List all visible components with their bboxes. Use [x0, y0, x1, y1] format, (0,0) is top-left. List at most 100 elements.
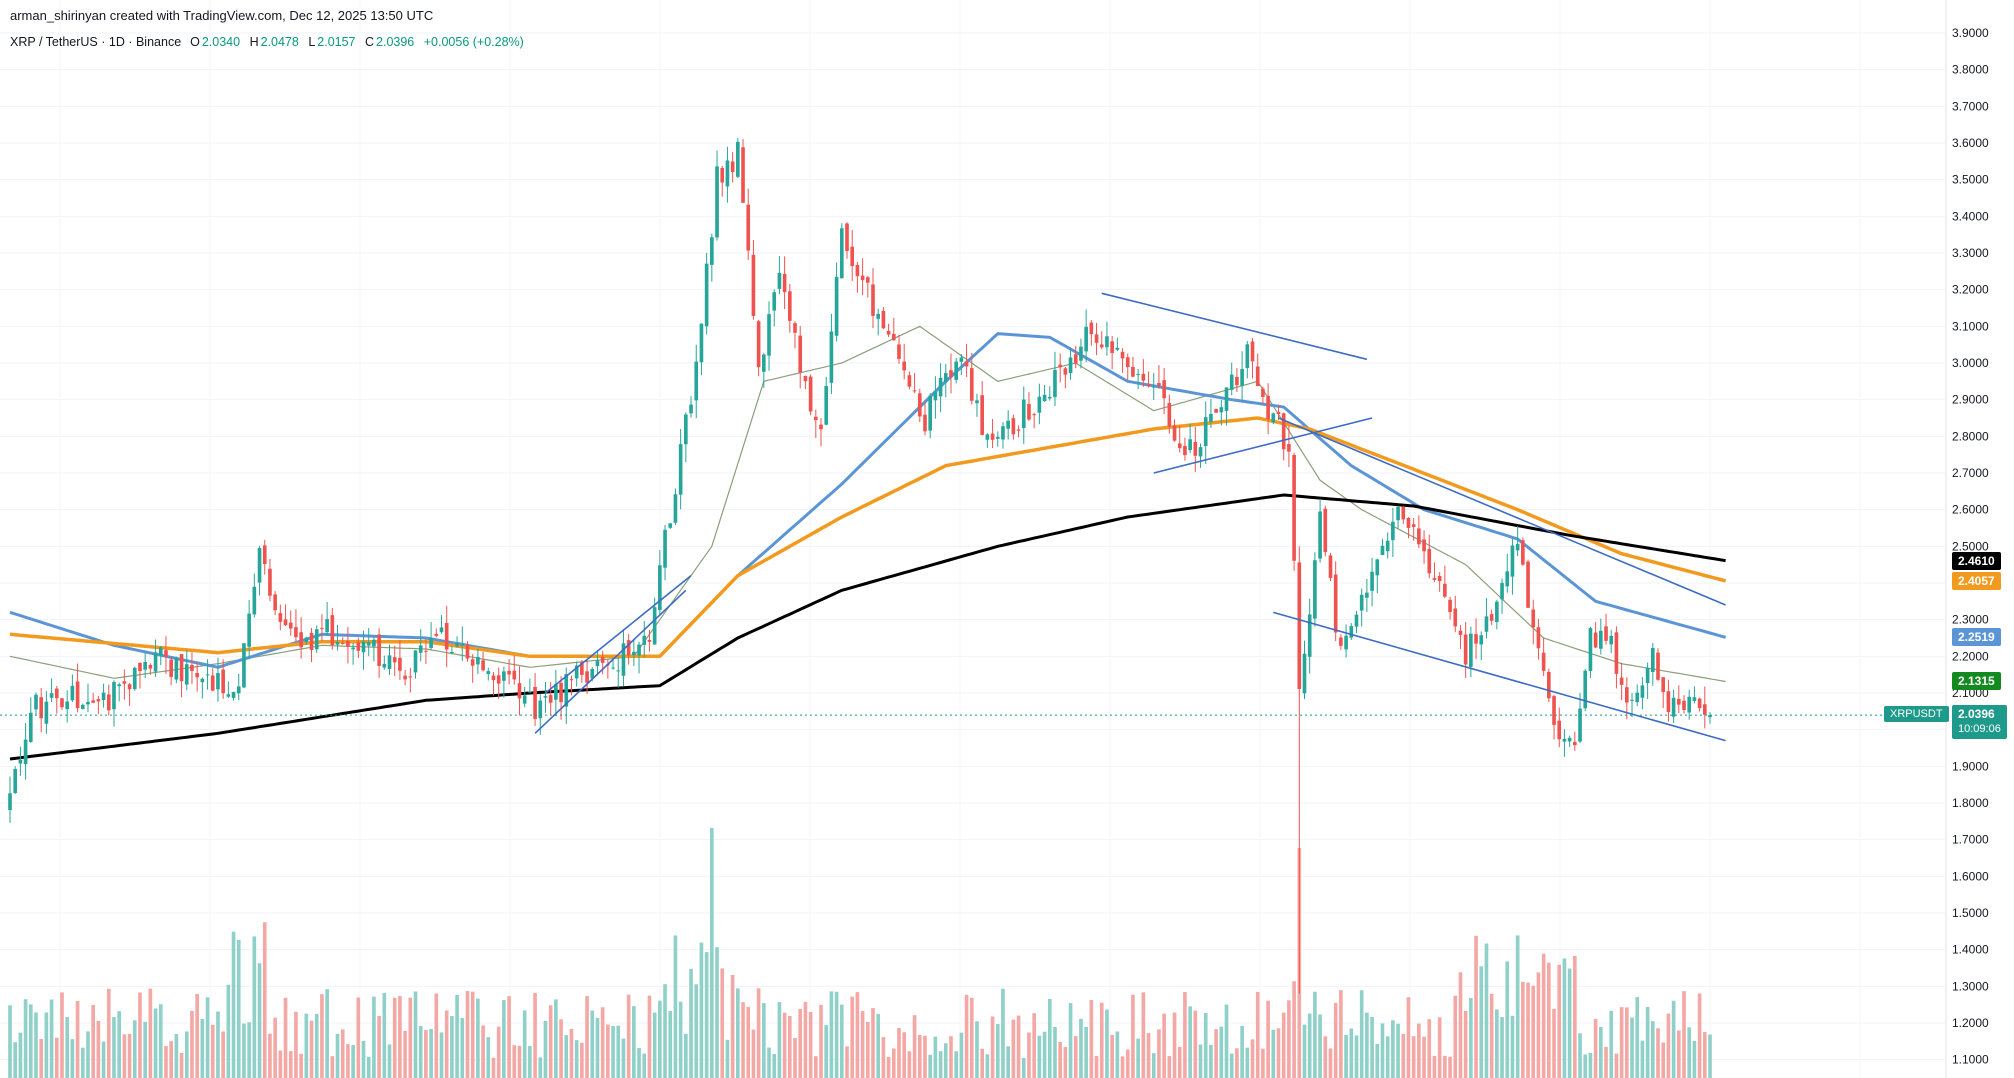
volume-bar	[1042, 1031, 1047, 1078]
volume-bar	[1479, 966, 1484, 1078]
candle-body	[1297, 562, 1302, 689]
candle-body	[444, 622, 449, 650]
candle-body	[1474, 634, 1478, 644]
symbol-label[interactable]: XRP / TetherUS · 1D · Binance	[10, 35, 182, 49]
volume-bar	[1120, 1056, 1125, 1078]
candle-body	[424, 650, 428, 652]
candle-body	[647, 639, 652, 642]
volume-bar	[782, 1012, 787, 1078]
candle-body	[611, 667, 615, 669]
candle-body	[1136, 374, 1140, 376]
volume-bar	[143, 1021, 147, 1078]
trendline[interactable]	[544, 575, 692, 694]
volume-bar	[60, 992, 64, 1078]
volume-bar	[1219, 1026, 1224, 1078]
candle-body	[1401, 506, 1406, 520]
candle-body	[980, 395, 984, 435]
volume-bar	[1687, 1027, 1692, 1078]
candle-body	[1016, 429, 1021, 431]
volume-bar	[762, 1003, 766, 1078]
volume-bar	[1531, 985, 1536, 1078]
candle-body	[580, 662, 584, 675]
candle-body	[252, 586, 257, 615]
volume-bar	[803, 1001, 808, 1078]
candle-body	[1141, 373, 1146, 381]
trendline[interactable]	[1273, 611, 1726, 742]
volume-bar	[1167, 1056, 1172, 1078]
volume-bar	[917, 1034, 922, 1078]
volume-bar	[1474, 935, 1478, 1078]
volume-bar	[907, 1051, 912, 1078]
volume-bar	[1541, 953, 1546, 1078]
volume-bar	[652, 1012, 657, 1078]
candle-body	[1292, 454, 1296, 561]
candle-body	[49, 693, 54, 698]
candle-body	[1250, 341, 1255, 362]
candle-body	[210, 675, 215, 691]
price-tick-label: 3.6000	[1952, 136, 1989, 150]
open-value: 2.0340	[201, 35, 241, 49]
candle-body	[132, 667, 137, 690]
volume-bar	[1084, 1026, 1088, 1078]
candle-body	[377, 634, 381, 666]
volume-bar	[886, 1056, 891, 1078]
volume-bar	[439, 1032, 444, 1078]
volume-bar	[564, 1035, 569, 1078]
price-tick-label: 1.6000	[1952, 869, 1989, 883]
candle-body	[694, 361, 699, 401]
candle-body	[117, 684, 121, 687]
trendline[interactable]	[1153, 417, 1373, 474]
candle-body	[642, 635, 647, 645]
volume-bar	[408, 997, 413, 1078]
candle-body	[1463, 634, 1468, 665]
candle-body	[429, 637, 433, 648]
trendline[interactable]	[1101, 292, 1368, 361]
candle-body	[1687, 696, 1692, 713]
candle-body	[1339, 637, 1343, 646]
candle-body	[465, 644, 470, 659]
volume-bar	[1666, 1013, 1671, 1078]
volume-bar	[1385, 1036, 1390, 1078]
trendline[interactable]	[1278, 417, 1726, 606]
candle-body	[288, 622, 293, 629]
volume-bar	[403, 1030, 407, 1078]
candle-body	[1650, 648, 1655, 672]
candle-body	[169, 659, 173, 677]
candle-body	[1578, 708, 1582, 742]
volume-bar	[559, 1019, 563, 1078]
candle-body	[507, 670, 511, 675]
volume-bar	[704, 952, 709, 1078]
volume-bar	[106, 988, 111, 1078]
candle-body	[34, 694, 38, 710]
candle-body	[554, 684, 558, 700]
candle-body	[923, 414, 927, 432]
candle-body	[1105, 336, 1109, 348]
volume-bar	[1245, 1047, 1250, 1078]
candle-body	[1443, 583, 1447, 597]
volume-bar	[1271, 1029, 1276, 1078]
candle-body	[1318, 511, 1322, 559]
candle-body	[819, 424, 823, 430]
volume-bar	[252, 936, 257, 1078]
volume-bar	[808, 1011, 813, 1078]
price-tick-label: 3.9000	[1952, 26, 1989, 40]
candle-body	[1708, 715, 1712, 718]
volume-bar	[1567, 968, 1572, 1078]
candle-body	[1073, 354, 1078, 364]
candle-body	[372, 639, 376, 647]
candle-body	[595, 660, 600, 667]
candle-body	[1515, 543, 1520, 551]
trendline[interactable]	[534, 589, 687, 734]
volume-bar	[1110, 1035, 1114, 1078]
candle-body	[730, 161, 735, 172]
candle-body	[91, 700, 95, 703]
candle-body	[1385, 540, 1390, 552]
volume-bar	[1458, 972, 1463, 1078]
candle-body	[387, 655, 392, 669]
candle-body	[450, 651, 454, 653]
candle-body	[928, 395, 933, 431]
volume-bar	[1105, 1009, 1109, 1078]
volume-bar	[1443, 1055, 1447, 1078]
volume-bar	[34, 1012, 38, 1078]
